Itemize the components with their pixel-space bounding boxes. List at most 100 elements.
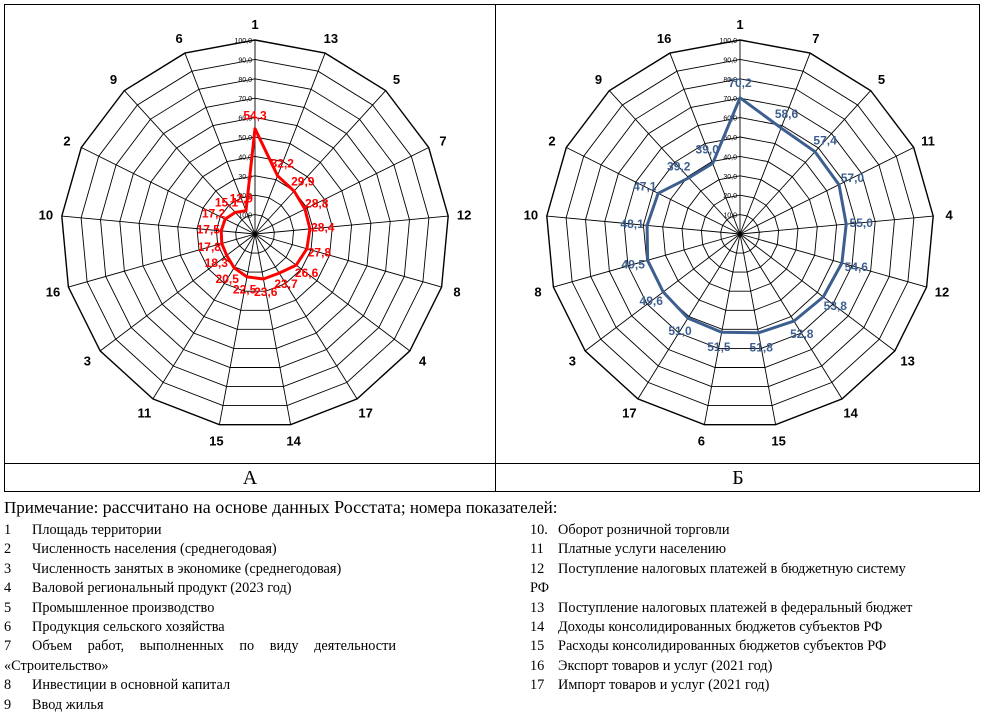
data-label: 17,2: [202, 206, 226, 220]
category-label: 5: [878, 72, 885, 87]
panel-label-b: Б: [732, 467, 744, 489]
data-label: 22,5: [233, 283, 257, 297]
axis-tick-label: 50,0: [238, 135, 252, 142]
category-label: 8: [534, 285, 541, 300]
data-label: 52,8: [790, 327, 814, 341]
category-label: 10: [39, 208, 53, 223]
data-point: [253, 127, 257, 130]
category-label: 11: [138, 406, 152, 421]
grid-spoke: [608, 90, 741, 235]
legend-item-3: 3 Численность занятых в экономике (средне…: [4, 560, 342, 577]
grid-ring: [662, 155, 818, 311]
data-label: 54,3: [243, 109, 267, 123]
legend-item-17: 17 Импорт товаров и услуг (2021 год): [530, 677, 770, 694]
data-label: 26,6: [295, 266, 319, 280]
legend-item-16: 16 Экспорт товаров и услуг (2021 год): [530, 657, 773, 674]
grid-ring: [157, 136, 353, 330]
series-line: [219, 127, 312, 281]
data-label: 12,9: [230, 192, 254, 206]
axis-tick-label: 100,0: [719, 38, 737, 45]
legend-item-1: 1 Площадь территории: [4, 522, 162, 538]
axis-tick-label: 80,0: [723, 77, 737, 84]
grid-ring: [720, 214, 760, 254]
data-point: [245, 275, 249, 279]
axis-tick-label: 60,0: [238, 116, 252, 123]
grid-spoke: [99, 233, 256, 352]
data-point: [845, 223, 848, 226]
data-label: 39,2: [667, 160, 691, 174]
note-lead: Примечание:: [4, 498, 99, 517]
radar-grid: [546, 39, 934, 426]
axis-tick-label: 70,0: [723, 96, 737, 103]
data-label: 23,6: [254, 285, 278, 299]
category-label: 17: [622, 406, 636, 421]
axis-tick-label: 30,0: [238, 174, 252, 181]
category-label: 3: [84, 354, 91, 369]
category-label: 9: [595, 72, 602, 87]
grid-spoke: [254, 233, 292, 425]
category-label: 3: [569, 354, 576, 369]
grid-ring: [215, 194, 295, 273]
data-point: [220, 242, 223, 245]
data-point: [303, 207, 307, 211]
grid-spoke: [739, 90, 872, 235]
category-label: 4: [419, 354, 427, 369]
data-point: [262, 277, 265, 281]
data-point: [779, 126, 783, 130]
legend-item-9: 9 Ввод жилья: [4, 696, 104, 713]
grid-spoke: [546, 215, 741, 235]
data-label: 49,6: [640, 294, 664, 308]
figure-table: 10,0 20,0 30,0 40,0 50,0 60,0 70,0 80,0 90,0 100,…: [4, 4, 980, 492]
axis-tick-label: 10,0: [723, 213, 737, 220]
category-label: 5: [393, 72, 400, 87]
data-point: [276, 174, 279, 177]
grid-ring: [61, 39, 449, 426]
grid-spoke: [254, 233, 411, 352]
legend-left: 1 Площадь территории 2 Численность населен…: [4, 521, 396, 715]
data-label: 58,6: [775, 107, 799, 121]
data-point: [738, 96, 742, 100]
category-label: 6: [698, 433, 705, 448]
grid-ring: [119, 97, 391, 368]
category-label: 13: [324, 31, 338, 46]
grid-ring: [196, 175, 314, 292]
data-point: [278, 271, 281, 275]
data-label: 17,5: [197, 223, 221, 237]
data-label: 47,1: [633, 180, 657, 194]
category-label: 4: [945, 208, 953, 223]
category-label: 15: [209, 433, 223, 448]
category-label: 10: [524, 208, 538, 223]
category-label: 1: [736, 17, 743, 32]
data-point: [225, 254, 228, 257]
data-label: 20,5: [216, 272, 240, 286]
legend-item-7: 7 Объем работ, выполненных по виду деятел…: [4, 638, 396, 655]
grid-spoke: [123, 90, 256, 235]
legend-item-8: 8 Инвестиции в основной капитал: [4, 677, 231, 694]
grid-ring: [642, 136, 838, 330]
data-label: 23,7: [274, 277, 298, 291]
axis-tick-label: 40,0: [238, 154, 252, 161]
series-line: [645, 96, 848, 335]
data-label: 28,8: [305, 196, 329, 210]
data-label: 70,2: [728, 76, 752, 90]
axis-tick-label: 30,0: [723, 174, 737, 181]
note-main: рассчитано на основе данных Росстата: [102, 497, 401, 517]
legend-right: 10. Оборот розничной торговли 11 Платные у…: [530, 521, 912, 696]
axis-tick-label: 70,0: [238, 96, 252, 103]
data-label: 32,2: [271, 157, 295, 171]
category-label: 9: [110, 72, 117, 87]
grid-spoke: [254, 90, 387, 235]
data-label: 49,5: [622, 257, 646, 271]
category-label: 16: [46, 285, 60, 300]
grid-ring: [235, 214, 275, 254]
grid-spoke: [669, 52, 741, 235]
grid-ring: [623, 117, 857, 349]
grid-spoke: [739, 233, 777, 425]
axis-tick-label: 90,0: [723, 57, 737, 64]
axis-tick-label: 20,0: [723, 193, 737, 200]
legend-item-15: 15 Расходы консолидированных бюджетов суб…: [530, 638, 887, 655]
data-point: [646, 259, 649, 262]
axis-tick-label: 50,0: [723, 135, 737, 142]
data-label: 53,8: [824, 299, 848, 313]
data-point: [244, 209, 248, 212]
